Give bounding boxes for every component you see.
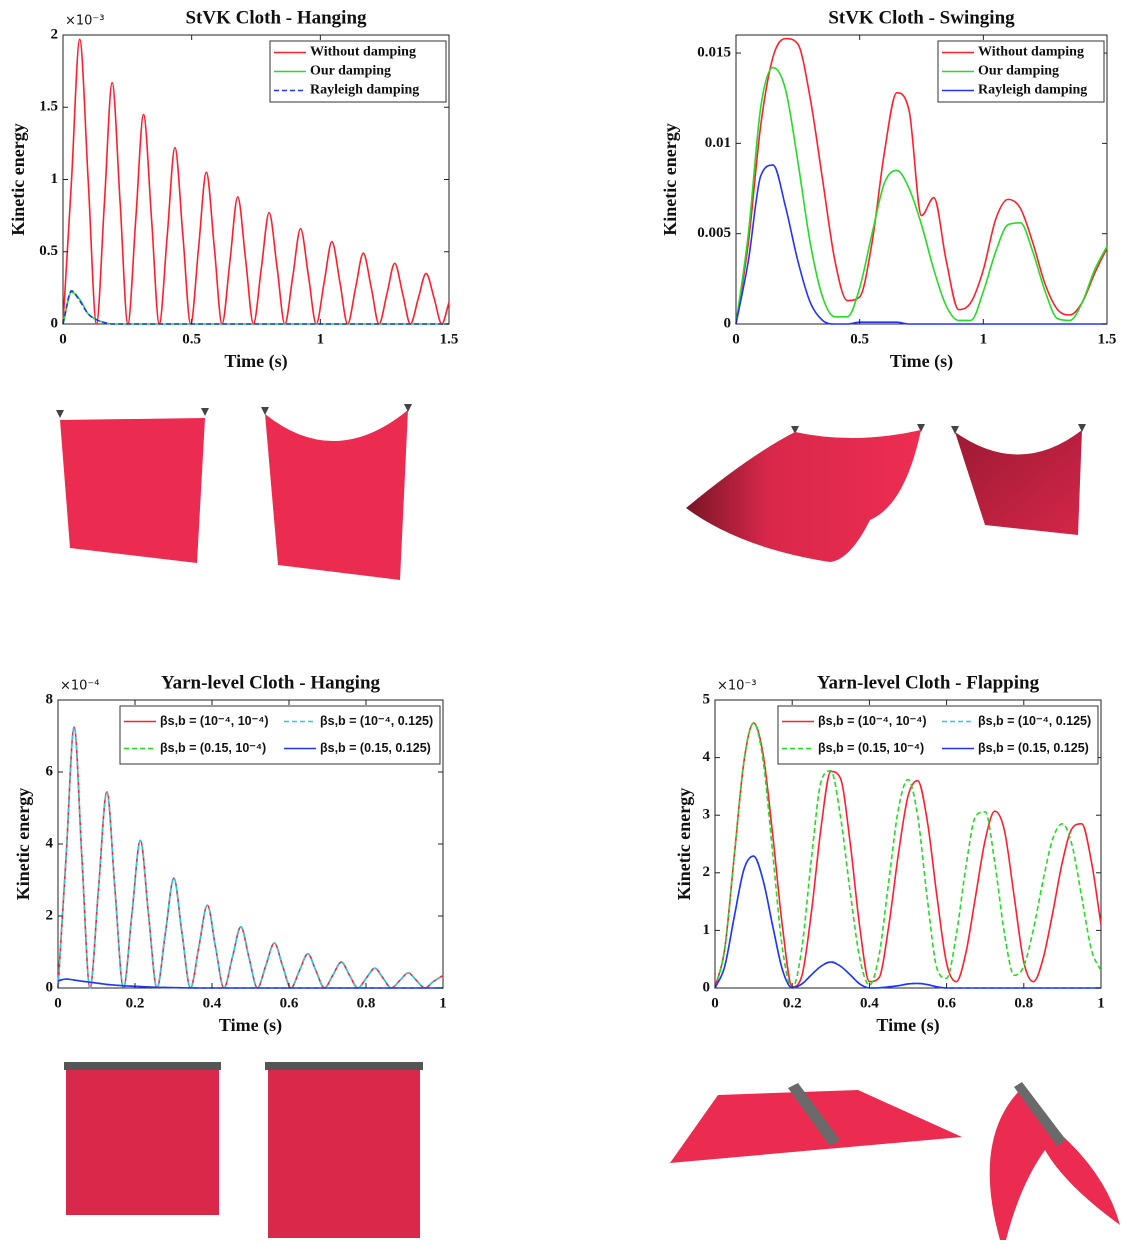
y-tick-label: 0.5	[39, 243, 58, 259]
cloth	[60, 418, 205, 563]
x-tick-label: 1	[980, 331, 988, 347]
x-tick-label: 1	[1097, 995, 1105, 1011]
chart-title: StVK Cloth - Hanging	[185, 7, 367, 28]
cloth	[66, 1070, 219, 1215]
y-tick-label: 1.5	[39, 99, 58, 115]
legend: βs,b = (10⁻⁴, 10⁻⁴) βs,b = (10⁻⁴, 0.125) β…	[120, 706, 440, 764]
y-tick-label: 1	[703, 922, 711, 938]
x-tick-label: 0	[711, 995, 719, 1011]
y-axis-label: Kinetic energy	[674, 788, 694, 900]
legend-label: βs,b = (0.15, 0.125)	[978, 741, 1089, 755]
legend-label: βs,b = (0.15, 10⁻⁴)	[818, 741, 924, 755]
x-tick-label: 0.2	[126, 995, 145, 1011]
legend-label: βs,b = (10⁻⁴, 0.125)	[320, 714, 433, 728]
y-tick-label: 0	[703, 979, 711, 995]
x-tick-label: 0.6	[937, 995, 956, 1011]
legend-label: βs,b = (0.15, 0.125)	[320, 741, 431, 755]
x-tick-label: 0	[59, 331, 67, 347]
x-axis-label: Time (s)	[876, 1015, 939, 1036]
x-tick-label: 0.8	[1014, 995, 1033, 1011]
legend-label: Rayleigh damping	[978, 83, 1087, 98]
x-tick-label: 0.2	[783, 995, 802, 1011]
legend-label: βs,b = (10⁻⁴, 10⁻⁴)	[818, 714, 927, 728]
x-axis-label: Time (s)	[224, 351, 287, 372]
y-tick-label: 4	[703, 749, 711, 765]
chart-title: Yarn-level Cloth - Hanging	[161, 672, 381, 693]
x-tick-label: 0	[732, 331, 740, 347]
x-tick-label: 1	[439, 995, 447, 1011]
x-tick-label: 0	[54, 995, 62, 1011]
x-tick-label: 0.5	[182, 331, 201, 347]
rod	[64, 1062, 221, 1070]
y-multiplier: ×10⁻⁴	[60, 679, 100, 694]
cloth	[265, 410, 408, 580]
y-axis-label: Kinetic energy	[13, 788, 33, 900]
x-tick-label: 0.8	[357, 995, 376, 1011]
rod	[265, 1062, 423, 1070]
x-tick-label: 1	[317, 331, 325, 347]
cloth	[268, 1070, 420, 1238]
cloth	[686, 430, 921, 562]
legend-label: Our damping	[310, 64, 391, 79]
y-tick-label: 4	[46, 835, 54, 851]
x-tick-label: 0.4	[203, 995, 222, 1011]
y-tick-label: 0	[46, 979, 54, 995]
legend-label: βs,b = (10⁻⁴, 10⁻⁴)	[160, 714, 269, 728]
figure: StVK Cloth - Hanging ×10⁻³ Time (s) Kinetic…	[0, 0, 1126, 1244]
y-tick-label: 2	[46, 907, 54, 923]
y-tick-label: 0.005	[697, 225, 731, 241]
chart-title: Yarn-level Cloth - Flapping	[817, 672, 1040, 693]
cloth	[955, 430, 1082, 535]
legend-label: βs,b = (10⁻⁴, 0.125)	[978, 714, 1091, 728]
y-tick-label: 2	[703, 864, 711, 880]
legend-label: Without damping	[978, 45, 1084, 60]
y-tick-label: 0.01	[705, 135, 731, 151]
x-tick-label: 0.6	[280, 995, 299, 1011]
legend-label: Rayleigh damping	[310, 83, 419, 98]
pins	[56, 404, 1086, 434]
y-multiplier: ×10⁻³	[717, 679, 757, 694]
y-tick-label: 3	[703, 807, 711, 823]
y-tick-label: 0	[724, 315, 732, 331]
x-axis-label: Time (s)	[219, 1015, 282, 1036]
legend: βs,b = (10⁻⁴, 10⁻⁴) βs,b = (10⁻⁴, 0.125) β…	[778, 706, 1098, 764]
legend-label: Without damping	[310, 45, 416, 60]
chart-title: StVK Cloth - Swinging	[828, 7, 1015, 28]
y-tick-label: 6	[46, 763, 54, 779]
y-tick-label: 0.015	[697, 45, 731, 61]
y-multiplier: ×10⁻³	[65, 14, 105, 29]
x-tick-label: 1.5	[1098, 331, 1117, 347]
y-tick-label: 1	[51, 171, 59, 187]
x-tick-label: 1.5	[440, 331, 459, 347]
y-axis-label: Kinetic energy	[8, 123, 28, 235]
cloth	[990, 1090, 1120, 1240]
y-tick-label: 8	[46, 691, 54, 707]
x-tick-label: 0.5	[850, 331, 869, 347]
x-axis-label: Time (s)	[890, 351, 953, 372]
y-tick-label: 5	[703, 691, 711, 707]
y-axis-label: Kinetic energy	[660, 123, 680, 235]
legend-label: βs,b = (0.15, 10⁻⁴)	[160, 741, 266, 755]
x-tick-label: 0.4	[860, 995, 879, 1011]
legend: Without damping Our damping Rayleigh dampi…	[270, 41, 446, 102]
legend-label: Our damping	[978, 64, 1059, 79]
y-tick-label: 0	[51, 315, 59, 331]
y-tick-label: 2	[51, 26, 59, 42]
legend: Without damping Our damping Rayleigh dampi…	[938, 41, 1104, 102]
